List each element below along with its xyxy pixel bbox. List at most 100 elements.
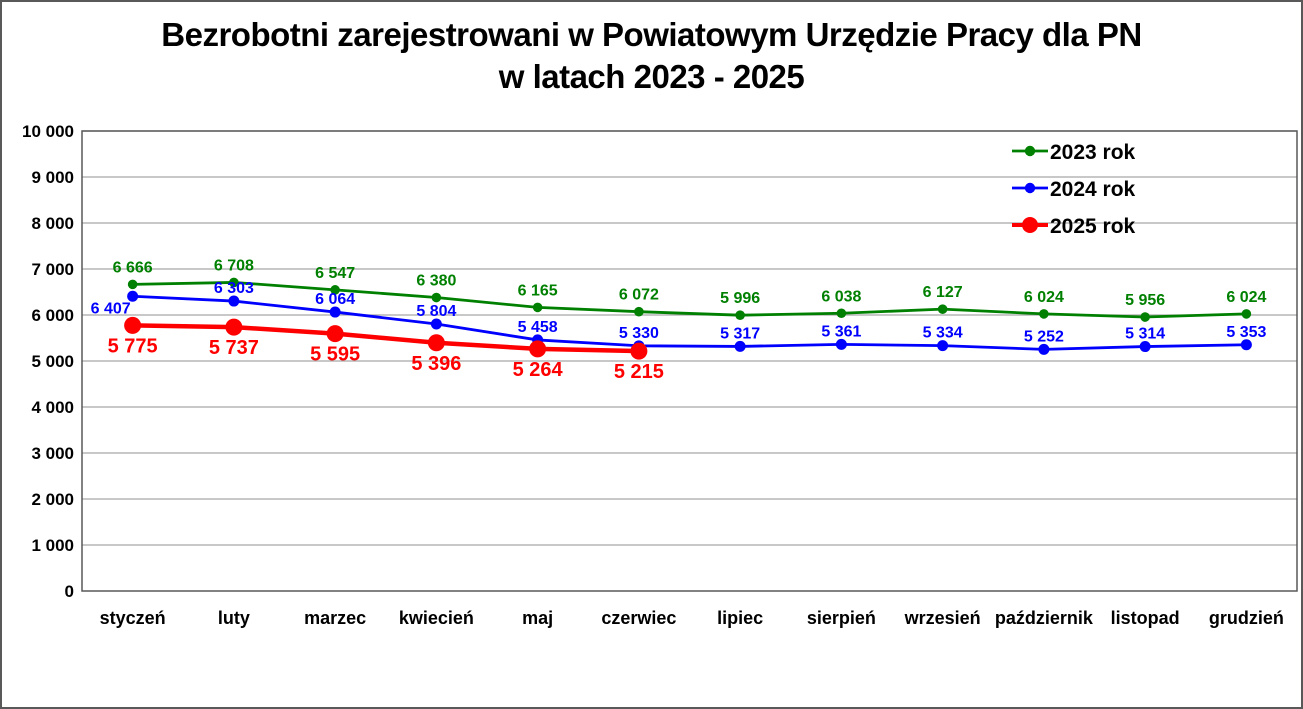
- y-axis-label: 3 000: [31, 444, 74, 463]
- data-label-2023-rok: 6 666: [113, 259, 153, 276]
- data-point-2024-rok: [329, 306, 341, 318]
- data-label-2024-rok: 5 317: [720, 325, 760, 342]
- data-label-2023-rok: 5 996: [720, 290, 760, 307]
- x-axis-label: kwiecień: [399, 608, 474, 628]
- data-point-2024-rok: [1139, 341, 1151, 353]
- data-point-2023-rok: [431, 292, 442, 303]
- data-point-2024-rok: [734, 340, 746, 352]
- x-axis-label: grudzień: [1209, 608, 1284, 628]
- y-axis-label: 9 000: [31, 168, 74, 187]
- legend: 2023 rok 2024 rok 2025 rok: [1012, 141, 1136, 238]
- y-axis-label: 5 000: [31, 352, 74, 371]
- data-point-2025-rok: [124, 316, 142, 334]
- data-label-2023-rok: 6 024: [1024, 289, 1064, 306]
- y-axis-label: 8 000: [31, 214, 74, 233]
- data-label-2023-rok: 6 038: [821, 288, 861, 305]
- data-label-2024-rok: 6 303: [214, 280, 254, 297]
- data-point-2025-rok: [427, 334, 445, 352]
- y-axis-label: 10 000: [22, 122, 74, 141]
- legend-label: 2023 rok: [1050, 141, 1136, 164]
- x-axis-label: marzec: [304, 608, 366, 628]
- data-label-2025-rok: 5 396: [411, 353, 461, 375]
- x-axis-label: sierpień: [807, 608, 876, 628]
- data-label-2024-rok: 6 407: [91, 300, 131, 317]
- legend-item-2023-rok: 2023 rok: [1012, 141, 1136, 164]
- legend-marker: [1022, 217, 1038, 233]
- legend-marker: [1024, 145, 1036, 157]
- data-label-2023-rok: 6 380: [416, 273, 456, 290]
- data-point-2023-rok: [634, 306, 644, 317]
- legend-marker: [1024, 182, 1036, 194]
- data-point-2023-rok: [229, 277, 239, 288]
- data-point-2024-rok: [430, 318, 442, 330]
- x-axis-label: czerwiec: [601, 608, 676, 628]
- data-label-2024-rok: 5 458: [518, 319, 558, 336]
- data-label-2023-rok: 6 547: [315, 265, 355, 282]
- chart-title: Bezrobotni zarejestrowani w Powiatowym U…: [2, 14, 1301, 98]
- series-line-2025-rok: [132, 323, 639, 354]
- data-point-2023-rok: [836, 308, 847, 319]
- data-label-2024-rok: 5 252: [1024, 328, 1064, 345]
- x-axis-label: listopad: [1111, 608, 1180, 628]
- series-line-2024-rok: [132, 294, 1247, 351]
- data-point-2024-rok: [937, 340, 949, 352]
- data-point-2023-rok: [532, 302, 543, 313]
- y-axis-label: 0: [65, 582, 74, 601]
- data-point-2023-rok: [735, 310, 745, 320]
- data-point-2023-rok: [1140, 312, 1150, 322]
- data-label-2025-rok: 5 595: [310, 344, 360, 366]
- x-axis-label: styczeń: [100, 608, 166, 628]
- plot-border: [81, 130, 1298, 592]
- data-point-2024-rok: [835, 338, 847, 350]
- data-label-2025-rok: 5 264: [513, 359, 564, 381]
- legend-label: 2025 rok: [1050, 215, 1136, 238]
- y-axis-label: 7 000: [31, 260, 74, 279]
- data-point-2024-rok: [228, 295, 240, 307]
- data-label-2025-rok: 5 775: [108, 335, 158, 357]
- data-point-2024-rok: [127, 290, 139, 302]
- data-point-2025-rok: [529, 340, 547, 358]
- x-axis-label: maj: [522, 608, 553, 628]
- series-line-2023-rok: [132, 281, 1247, 319]
- y-axis-label: 4 000: [31, 398, 74, 417]
- data-label-2024-rok: 5 330: [619, 325, 659, 342]
- data-point-2025-rok: [630, 342, 648, 360]
- data-point-2024-rok: [1038, 343, 1050, 355]
- data-label-2024-rok: 5 361: [821, 323, 861, 340]
- data-label-2024-rok: 5 314: [1125, 326, 1165, 343]
- chart-title-line2: w latach 2023 - 2025: [498, 58, 805, 95]
- data-label-2023-rok: 6 127: [923, 284, 963, 301]
- data-point-2023-rok: [1241, 309, 1252, 319]
- y-axis-label: 1 000: [31, 536, 74, 555]
- data-label-2024-rok: 5 804: [416, 303, 456, 320]
- data-label-2024-rok: 6 064: [315, 291, 355, 308]
- legend-item-2024-rok: 2024 rok: [1012, 178, 1136, 201]
- x-axis-label: wrzesień: [904, 608, 981, 628]
- data-point-2025-rok: [326, 325, 344, 343]
- data-point-2023-rok: [937, 304, 948, 314]
- legend-item-2025-rok: 2025 rok: [1012, 215, 1136, 238]
- data-point-2023-rok: [330, 285, 340, 295]
- data-label-2023-rok: 6 072: [619, 287, 659, 304]
- x-axis-label: lipiec: [717, 608, 763, 628]
- data-label-2024-rok: 5 353: [1226, 324, 1266, 341]
- y-axis-label: 2 000: [31, 490, 74, 509]
- data-point-2024-rok: [1240, 339, 1252, 351]
- x-axis-label: październik: [995, 608, 1094, 628]
- chart-title-line1: Bezrobotni zarejestrowani w Powiatowym U…: [161, 16, 1142, 53]
- data-point-2023-rok: [127, 279, 138, 290]
- data-label-2023-rok: 6 165: [518, 282, 558, 299]
- data-point-2025-rok: [225, 318, 243, 336]
- data-label-2025-rok: 5 737: [209, 337, 259, 359]
- data-point-2023-rok: [1039, 309, 1049, 319]
- data-label-2023-rok: 6 024: [1226, 289, 1266, 306]
- data-label-2024-rok: 5 334: [923, 325, 963, 342]
- data-label-2023-rok: 5 956: [1125, 292, 1165, 309]
- legend-label: 2024 rok: [1050, 178, 1136, 201]
- data-label-2023-rok: 6 708: [214, 257, 254, 274]
- y-axis-label: 6 000: [31, 306, 74, 325]
- x-axis-label: luty: [218, 608, 250, 628]
- data-label-2025-rok: 5 215: [614, 361, 664, 383]
